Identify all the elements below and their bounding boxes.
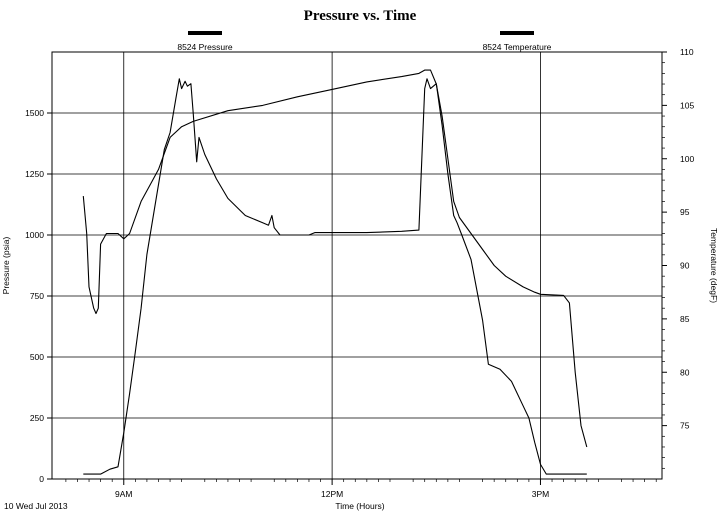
y2-tick-label: 80 (680, 367, 690, 377)
legend-label: 8524 Pressure (177, 42, 233, 52)
y2-tick-label: 95 (680, 207, 690, 217)
series-layer (82, 69, 588, 475)
legend-swatch (188, 31, 222, 35)
x-tick-label: 12PM (321, 489, 343, 499)
y-tick-label: 250 (30, 413, 44, 423)
y2-tick-label: 100 (680, 154, 694, 164)
y2-tick-label: 75 (680, 421, 690, 431)
legend-swatch (500, 31, 534, 35)
plot-frame (51, 51, 663, 480)
y-tick-label: 0 (39, 474, 44, 484)
y2-tick-label: 105 (680, 100, 694, 110)
legend: 8524 Pressure 8524 Temperature (177, 31, 552, 52)
grid-lines (52, 52, 662, 479)
left-axis: 0 250 500 750 1000 1250 1500 (25, 108, 52, 484)
x-tick-label: 3PM (532, 489, 549, 499)
x-axis: 9AM 12PM 3PM (65, 479, 657, 499)
y2-tick-label: 110 (680, 47, 694, 57)
y-axis-label: Pressure (psia) (1, 237, 11, 295)
y-tick-label: 1500 (25, 108, 44, 118)
series-line-temperature (82, 69, 588, 448)
legend-label: 8524 Temperature (483, 42, 552, 52)
y2-tick-label: 85 (680, 314, 690, 324)
chart-title: Pressure vs. Time (304, 8, 417, 24)
series-line-pressure (83, 78, 587, 475)
date-label: 10 Wed Jul 2013 (4, 501, 68, 511)
y2-axis-label: Temperature (degF) (709, 228, 719, 303)
y-tick-label: 500 (30, 352, 44, 362)
x-tick-label: 9AM (115, 489, 132, 499)
x-axis-label: Time (Hours) (335, 501, 384, 511)
y-tick-label: 1250 (25, 169, 44, 179)
y-tick-label: 1000 (25, 230, 44, 240)
y2-tick-label: 90 (680, 261, 690, 271)
right-axis: 75 80 85 90 95 100 105 110 (662, 47, 694, 469)
y-tick-label: 750 (30, 291, 44, 301)
